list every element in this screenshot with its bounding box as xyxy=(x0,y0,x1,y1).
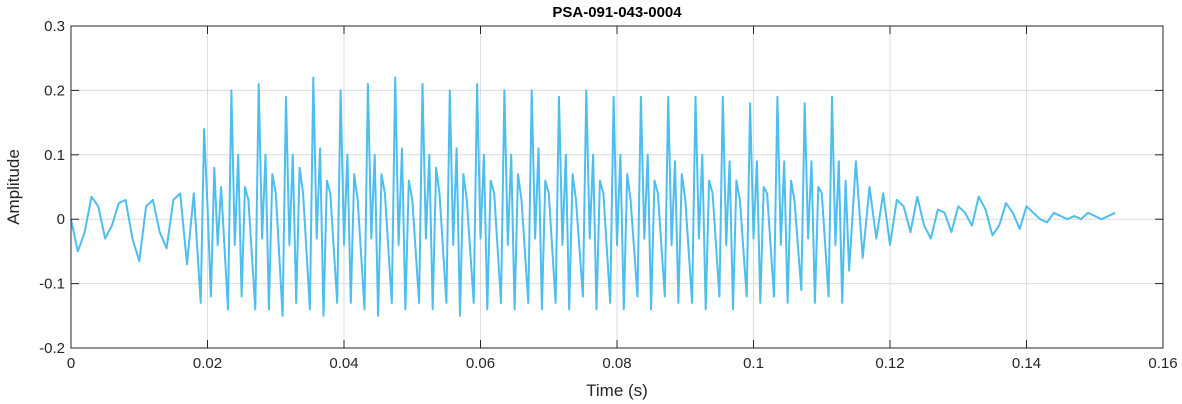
y-tick-label: -0.2 xyxy=(39,340,65,357)
x-tick-label: 0.06 xyxy=(466,355,495,372)
x-tick-label: 0.1 xyxy=(743,355,764,372)
x-tick-label: 0.14 xyxy=(1012,355,1041,372)
y-tick-labels: -0.2 -0.1 0 0.1 0.2 0.3 xyxy=(39,18,65,357)
x-tick-label: 0.02 xyxy=(193,355,222,372)
chart-title: PSA-091-043-0004 xyxy=(552,4,682,21)
y-tick-label: 0.2 xyxy=(44,82,65,99)
x-tick-labels: 0 0.02 0.04 0.06 0.08 0.1 0.12 0.14 0.16 xyxy=(67,355,1178,372)
series-layer xyxy=(70,76,1116,317)
y-tick-label: 0.1 xyxy=(44,147,65,164)
x-tick-label: 0 xyxy=(67,355,75,372)
x-tick-label: 0.08 xyxy=(602,355,631,372)
y-tick-label: -0.1 xyxy=(39,276,65,293)
x-axis-label: Time (s) xyxy=(586,381,648,400)
y-tick-label: 0 xyxy=(57,211,65,228)
x-tick-label: 0.12 xyxy=(875,355,904,372)
signal-series-line xyxy=(70,76,1116,317)
y-axis-label: Amplitude xyxy=(4,149,23,225)
tick-marks xyxy=(70,25,1164,349)
x-tick-label: 0.16 xyxy=(1148,355,1177,372)
grid xyxy=(70,25,1164,349)
y-tick-label: 0.3 xyxy=(44,18,65,35)
x-tick-label: 0.04 xyxy=(329,355,358,372)
